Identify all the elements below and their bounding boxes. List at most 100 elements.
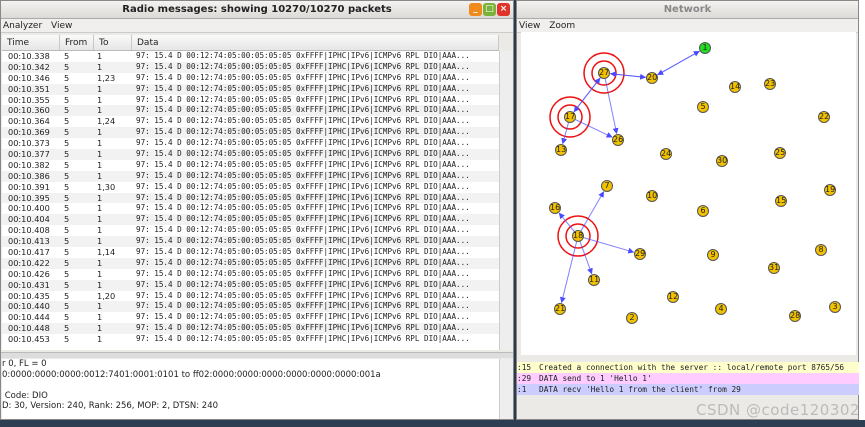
- cell: 5: [64, 225, 70, 236]
- mote-4[interactable]: 4: [715, 303, 727, 315]
- mote-28[interactable]: 28: [789, 310, 801, 322]
- cell-data: 97: 15.4 D 00:12:74:05:00:05:05:05 0xFFF…: [136, 83, 470, 93]
- table-row[interactable]: 00:10.417 5 1,14 97: 15.4 D 00:12:74:05:00:…: [2, 247, 499, 258]
- mote-9[interactable]: 9: [707, 249, 719, 261]
- mote-7[interactable]: 7: [601, 180, 613, 192]
- cell-data: 97: 15.4 D 00:12:74:05:00:05:05:05 0xFFF…: [136, 225, 470, 235]
- maximize-button[interactable]: □: [483, 3, 496, 16]
- table-row[interactable]: 00:10.435 5 1,20 97: 15.4 D 00:12:74:05:00:…: [2, 291, 499, 302]
- table-row[interactable]: 00:10.440 5 1 97: 15.4 D 00:12:74:05:00:05:…: [2, 301, 499, 313]
- network-canvas[interactable]: 1 27 20 14 23 5 22 17 26 13 24 30 25 7 16 10 6 15 19 18 29 9 8…: [521, 32, 856, 355]
- log-line[interactable]: :29 DATA send to 1 'Hello 1': [517, 373, 860, 384]
- mote-8[interactable]: 8: [815, 244, 827, 256]
- table-row[interactable]: 00:10.426 5 1 97: 15.4 D 00:12:74:05:00:05:…: [2, 269, 499, 280]
- mote-2[interactable]: 2: [626, 312, 638, 324]
- log-output: :15 Created a connection with the server …: [517, 362, 860, 398]
- minimize-button[interactable]: _: [469, 3, 482, 16]
- transmission-ring: [557, 104, 583, 130]
- mote-24[interactable]: 24: [660, 148, 672, 160]
- cell-data: 97: 15.4 D 00:12:74:05:00:05:05:05 0xFFF…: [136, 127, 470, 137]
- mote-29[interactable]: 29: [634, 248, 646, 260]
- table-row[interactable]: 00:10.369 5 1 97: 15.4 D 00:12:74:05:00:05:…: [2, 127, 499, 139]
- mote-11[interactable]: 11: [588, 274, 600, 286]
- table-row[interactable]: 00:10.448 5 1 97: 15.4 D 00:12:74:05:00:05:…: [2, 323, 499, 335]
- cell: 1: [97, 192, 103, 203]
- col-data[interactable]: Data: [132, 35, 499, 50]
- cell: 5: [64, 72, 70, 83]
- mote-6[interactable]: 6: [697, 205, 709, 217]
- mote-5[interactable]: 5: [697, 101, 709, 113]
- mote-21[interactable]: 21: [554, 303, 566, 315]
- menu-analyzer[interactable]: Analyzer: [3, 21, 43, 31]
- table-row[interactable]: 00:10.395 5 1 97: 15.4 D 00:12:74:05:00:05:…: [2, 192, 499, 204]
- mote-12[interactable]: 12: [667, 291, 679, 303]
- cell-data: 97: 15.4 D 00:12:74:05:00:05:05:05 0xFFF…: [136, 105, 470, 115]
- table-row[interactable]: 00:10.404 5 1 97: 15.4 D 00:12:74:05:00:05:…: [2, 214, 499, 226]
- menu-zoom[interactable]: Zoom: [549, 21, 576, 31]
- table-row[interactable]: 00:10.342 5 1 97: 15.4 D 00:12:74:05:00:05:…: [2, 61, 499, 73]
- table-scrollbar[interactable]: [499, 51, 513, 350]
- table-row[interactable]: 00:10.431 5 1 97: 15.4 D 00:12:74:05:00:05:…: [2, 279, 499, 291]
- mote-1[interactable]: 1: [699, 42, 711, 54]
- mote-30[interactable]: 30: [716, 155, 728, 167]
- split-divider[interactable]: [1, 352, 513, 358]
- mote-10[interactable]: 10: [646, 190, 658, 202]
- mote-25[interactable]: 25: [774, 147, 786, 159]
- menu-view[interactable]: View: [519, 21, 541, 31]
- table-row[interactable]: 00:10.364 5 1,24 97: 15.4 D 00:12:74:05:00:…: [2, 116, 499, 127]
- transmission-ring: [565, 223, 591, 249]
- link-17-26: [569, 116, 613, 138]
- mote-17[interactable]: 17: [564, 111, 576, 123]
- mote-15[interactable]: 15: [775, 195, 787, 207]
- table-row[interactable]: 00:10.360 5 1 97: 15.4 D 00:12:74:05:00:05:…: [2, 105, 499, 117]
- mote-18[interactable]: 18: [572, 230, 584, 242]
- table-row[interactable]: 00:10.355 5 1 97: 15.4 D 00:12:74:05:00:05:…: [2, 95, 499, 106]
- table-row[interactable]: 00:10.373 5 1 97: 15.4 D 00:12:74:05:00:05:…: [2, 138, 499, 149]
- table-row[interactable]: 00:10.338 5 1 97: 15.4 D 00:12:74:05:00:05:…: [2, 51, 499, 62]
- mote-31[interactable]: 31: [768, 262, 780, 274]
- cell: 1: [97, 105, 103, 116]
- log-mote: :1: [517, 385, 527, 394]
- table-row[interactable]: 00:10.377 5 1 97: 15.4 D 00:12:74:05:00:05:…: [2, 149, 499, 160]
- mote-27[interactable]: 27: [598, 67, 610, 79]
- mote-19[interactable]: 19: [824, 184, 836, 196]
- close-button[interactable]: ×: [497, 3, 510, 16]
- mote-13[interactable]: 13: [555, 144, 567, 156]
- table-row[interactable]: 00:10.346 5 1,23 97: 15.4 D 00:12:74:05:00:…: [2, 73, 499, 84]
- link-17-27: [569, 77, 601, 118]
- mote-16[interactable]: 16: [549, 202, 561, 214]
- col-from[interactable]: From: [60, 35, 94, 50]
- detail-line: [2, 412, 499, 420]
- table-row[interactable]: 00:10.351 5 1 97: 15.4 D 00:12:74:05:00:05:…: [2, 83, 499, 95]
- table-row[interactable]: 00:10.400 5 1 97: 15.4 D 00:12:74:05:00:05:…: [2, 203, 499, 214]
- network-links: [549, 47, 706, 304]
- mote-22[interactable]: 22: [818, 111, 830, 123]
- table-row[interactable]: 00:10.386 5 1 97: 15.4 D 00:12:74:05:00:05:…: [2, 170, 499, 182]
- col-time[interactable]: Time: [2, 35, 60, 50]
- cell: 1: [97, 214, 103, 225]
- taskbar: [0, 420, 865, 427]
- cell-data: 97: 15.4 D 00:12:74:05:00:05:05:05 0xFFF…: [136, 116, 470, 126]
- cell: 5: [64, 138, 70, 149]
- cell-data: 97: 15.4 D 00:12:74:05:00:05:05:05 0xFFF…: [136, 192, 470, 202]
- mote-20[interactable]: 20: [646, 72, 658, 84]
- menu-view[interactable]: View: [51, 21, 73, 31]
- table-header: Time From To Data: [2, 35, 499, 51]
- cell-data: 97: 15.4 D 00:12:74:05:00:05:05:05 0xFFF…: [136, 181, 470, 191]
- table-row[interactable]: 00:10.413 5 1 97: 15.4 D 00:12:74:05:00:05:…: [2, 236, 499, 248]
- col-to[interactable]: To: [94, 35, 132, 50]
- cell: 1: [97, 301, 103, 312]
- mote-14[interactable]: 14: [729, 81, 741, 93]
- detail-scrollbar[interactable]: [499, 359, 513, 419]
- log-line[interactable]: :15 Created a connection with the server …: [517, 362, 860, 373]
- mote-3[interactable]: 3: [829, 301, 841, 313]
- table-row[interactable]: 00:10.408 5 1 97: 15.4 D 00:12:74:05:00:05:…: [2, 225, 499, 236]
- table-row[interactable]: 00:10.453 5 1 97: 15.4 D 00:12:74:05:00:05:…: [2, 334, 499, 345]
- table-row[interactable]: 00:10.422 5 1 97: 15.4 D 00:12:74:05:00:05:…: [2, 257, 499, 269]
- table-row[interactable]: 00:10.444 5 1 97: 15.4 D 00:12:74:05:00:05:…: [2, 312, 499, 323]
- table-row[interactable]: 00:10.391 5 1,30 97: 15.4 D 00:12:74:05:00:…: [2, 182, 499, 193]
- mote-26[interactable]: 26: [612, 134, 624, 146]
- table-row[interactable]: 00:10.382 5 1 97: 15.4 D 00:12:74:05:00:05:…: [2, 160, 499, 171]
- mote-23[interactable]: 23: [764, 78, 776, 90]
- log-line[interactable]: :1 DATA recv 'Hello 1 from the client' fr…: [517, 384, 860, 395]
